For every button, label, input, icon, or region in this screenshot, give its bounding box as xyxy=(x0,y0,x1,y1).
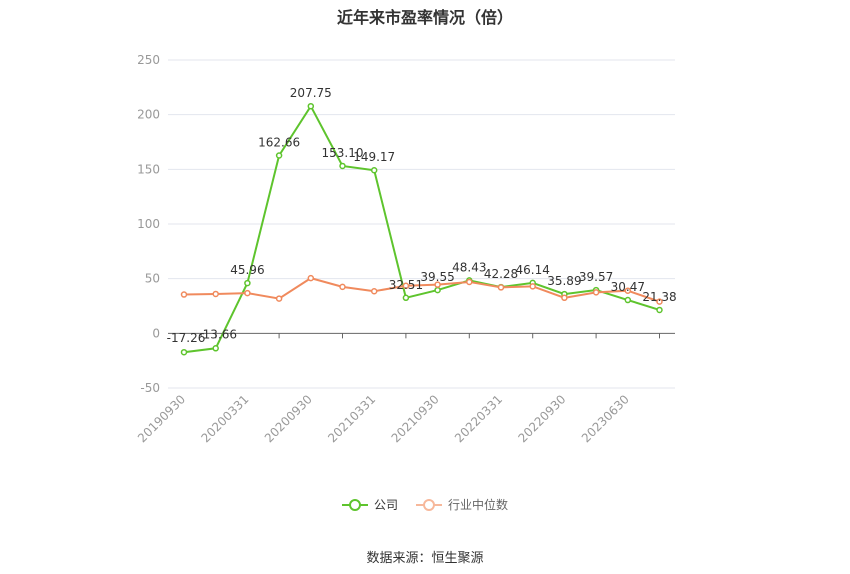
grid-layer xyxy=(168,59,675,389)
x-tick-label: 20220331 xyxy=(452,392,505,445)
legend-marker-industry-median xyxy=(416,498,442,512)
data-point-industry-median xyxy=(370,287,378,295)
legend-marker-company xyxy=(341,498,368,512)
data-point-company xyxy=(402,294,410,302)
data-label-layer: -17.26-13.66 45.96 162.66 207.75 153.10149.1… xyxy=(167,86,677,345)
data-label: 153.10 xyxy=(322,146,364,160)
source-note: 数据来源：恒生聚源 xyxy=(366,551,484,566)
y-tick-label: 0 xyxy=(152,326,160,340)
data-point-company xyxy=(180,348,188,356)
data-point-industry-median xyxy=(339,283,346,291)
data-point-company xyxy=(307,102,315,110)
x-tick-label: 20220930 xyxy=(515,392,568,445)
legend-item-company[interactable]: 公司 xyxy=(341,496,398,513)
data-point-industry-median xyxy=(656,298,663,305)
data-point-industry-median xyxy=(497,284,505,291)
legend: 公司 行业中位数 xyxy=(0,496,850,513)
y-tick-label: 50 xyxy=(145,272,160,286)
x-tick-label: 20200331 xyxy=(198,392,251,445)
data-point-industry-median xyxy=(466,278,473,286)
y-tick-label: 200 xyxy=(137,108,160,122)
data-point-industry-median xyxy=(402,282,410,290)
data-point-industry-median xyxy=(212,290,219,298)
data-point-industry-median xyxy=(180,291,188,298)
data-point-company xyxy=(244,279,251,287)
data-point-industry-median xyxy=(624,287,632,294)
data-label: 45.96 xyxy=(230,263,264,277)
x-tick-label: 20200930 xyxy=(262,392,315,445)
data-label: 21.38 xyxy=(642,290,676,304)
y-tick-label: -50 xyxy=(140,381,160,395)
data-point-company xyxy=(624,296,632,304)
x-tick-label: 20190930 xyxy=(135,392,188,445)
data-point-industry-median xyxy=(244,289,251,297)
chart-title: 近年来市盈率情况（倍） xyxy=(336,8,513,27)
series-line-company xyxy=(183,104,660,354)
data-point-industry-median xyxy=(275,295,283,302)
data-label: -17.26 xyxy=(167,331,206,345)
data-point-industry-median xyxy=(434,281,441,288)
data-point-industry-median xyxy=(307,274,315,282)
legend-label-company: 公司 xyxy=(373,498,398,512)
data-point-company xyxy=(275,152,283,159)
data-label: 207.75 xyxy=(290,86,332,100)
data-label: 35.89 xyxy=(547,274,581,288)
data-label: 39.55 xyxy=(420,270,454,284)
data-label: 30.47 xyxy=(611,280,645,294)
data-label: -13.66 xyxy=(198,327,237,341)
data-label: 46.14 xyxy=(516,263,550,277)
y-tick-label: 100 xyxy=(137,217,160,231)
legend-item-industry-median[interactable]: 行业中位数 xyxy=(416,496,508,513)
data-point-company xyxy=(434,286,441,294)
data-point-industry-median xyxy=(529,283,536,290)
data-point-company xyxy=(339,162,346,170)
axis-layer: -50 0 50 100 150 200 250 20190930 20200331 202009… xyxy=(135,53,675,445)
data-point-company xyxy=(656,306,663,314)
data-point-company xyxy=(212,345,219,352)
data-point-industry-median xyxy=(592,289,600,296)
data-label: 39.57 xyxy=(579,270,613,284)
series-layer xyxy=(180,102,663,356)
series-line-industry-median xyxy=(183,277,660,303)
legend-label-industry-median: 行业中位数 xyxy=(448,498,509,512)
y-tick-label: 250 xyxy=(137,53,160,67)
data-label: 48.43 xyxy=(452,260,486,274)
data-point-company xyxy=(370,166,378,174)
data-point-industry-median xyxy=(561,294,568,302)
y-tick-label: 150 xyxy=(137,162,160,176)
data-label: 32.51 xyxy=(389,278,423,292)
data-label: 42.28 xyxy=(484,267,518,281)
x-tick-label: 20230630 xyxy=(579,392,632,445)
data-label: 149.17 xyxy=(353,150,395,164)
x-tick-label: 20210930 xyxy=(389,392,442,445)
x-tick-label: 20210331 xyxy=(325,392,378,445)
data-label: 162.66 xyxy=(258,135,300,149)
